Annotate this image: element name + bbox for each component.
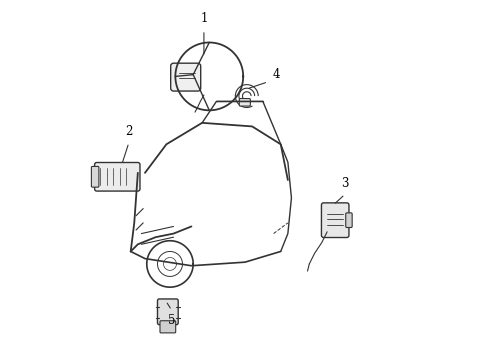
FancyBboxPatch shape bbox=[321, 203, 349, 238]
FancyBboxPatch shape bbox=[95, 162, 140, 191]
FancyBboxPatch shape bbox=[346, 213, 352, 228]
FancyBboxPatch shape bbox=[171, 63, 201, 91]
FancyBboxPatch shape bbox=[92, 166, 99, 187]
Text: 4: 4 bbox=[273, 68, 280, 81]
FancyBboxPatch shape bbox=[160, 321, 176, 333]
Text: 2: 2 bbox=[125, 125, 133, 138]
Text: 5: 5 bbox=[168, 314, 175, 327]
FancyBboxPatch shape bbox=[157, 299, 178, 325]
Text: 1: 1 bbox=[200, 12, 208, 24]
FancyBboxPatch shape bbox=[239, 99, 250, 106]
Text: 3: 3 bbox=[341, 177, 349, 190]
